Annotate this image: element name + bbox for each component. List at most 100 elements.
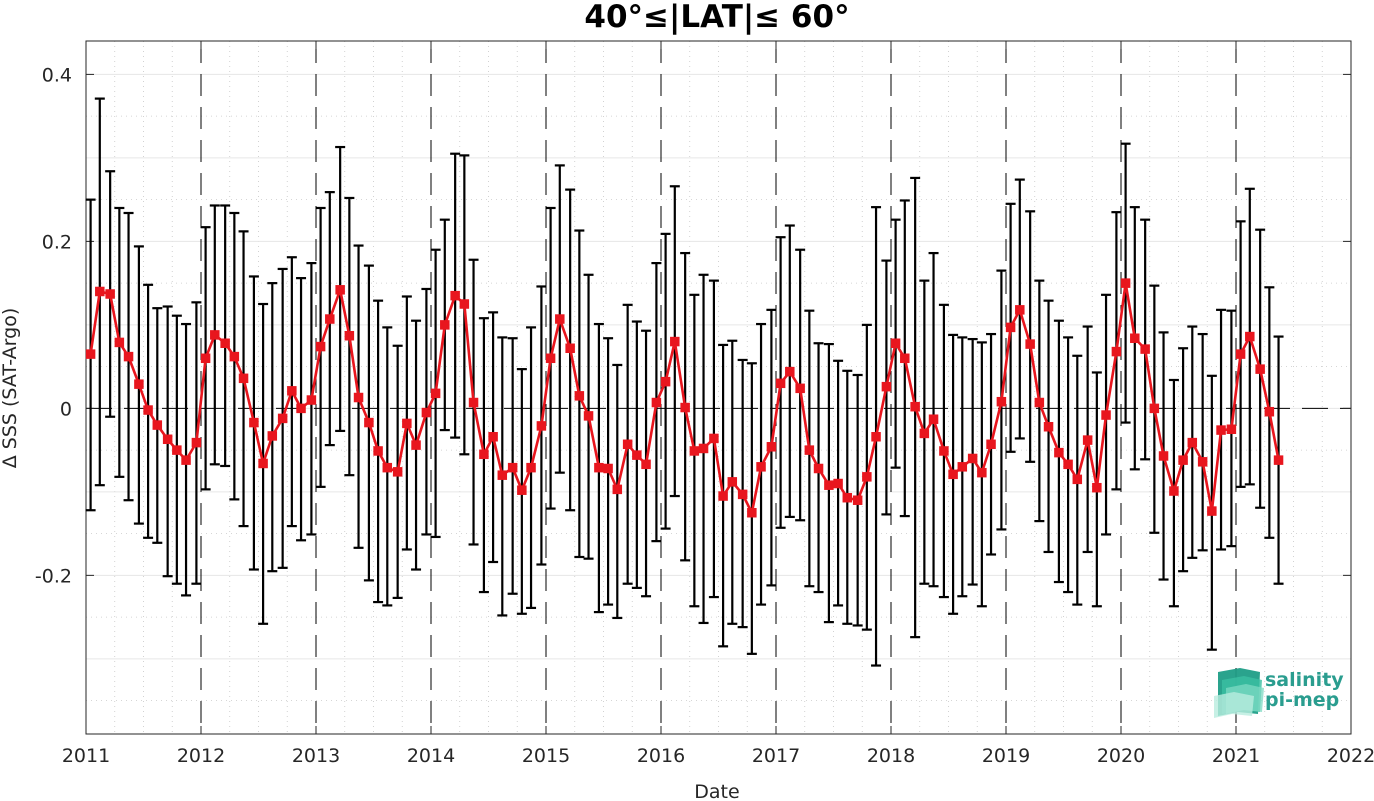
data-point-marker [727, 477, 738, 487]
data-point-marker [555, 314, 565, 324]
data-point-marker [277, 413, 288, 424]
data-point-marker [632, 450, 642, 460]
data-point-marker [775, 378, 786, 389]
data-point-marker [996, 396, 1007, 407]
x-tick-label: 2019 [982, 745, 1030, 767]
data-point-marker [123, 351, 134, 362]
data-point-marker [651, 397, 662, 408]
data-point-marker [152, 420, 163, 430]
data-point-marker [191, 437, 202, 448]
data-point-marker [1273, 455, 1284, 465]
data-point-marker [287, 386, 297, 396]
data-point-marker [200, 353, 211, 364]
data-point-marker [967, 453, 978, 464]
data-point-marker [612, 484, 623, 495]
data-point-marker [660, 376, 671, 387]
data-point-marker [1072, 474, 1083, 485]
data-point-marker [411, 440, 421, 450]
data-point-marker [890, 338, 901, 348]
y-tick-label: 0 [60, 398, 72, 420]
data-point-marker [622, 439, 633, 450]
data-point-marker [986, 439, 996, 450]
data-point-marker [1111, 346, 1122, 357]
data-point-marker [594, 462, 604, 473]
data-point-marker [1005, 322, 1016, 333]
data-point-marker [862, 472, 872, 482]
data-point-marker [440, 320, 450, 330]
data-point-marker [162, 434, 173, 445]
data-point-marker [545, 353, 556, 364]
data-point-marker [1043, 421, 1054, 432]
chart-title: 40°≤|LAT|≤ 60° [584, 0, 849, 35]
data-point-marker [238, 373, 249, 384]
data-point-marker [421, 407, 432, 418]
data-point-marker [852, 495, 863, 505]
data-point-marker [1187, 437, 1198, 448]
data-point-marker [258, 458, 268, 469]
data-point-marker [430, 388, 441, 399]
data-point-marker [497, 470, 508, 480]
data-point-marker [919, 428, 930, 439]
x-tick-label: 2012 [177, 745, 225, 767]
x-tick-label: 2011 [62, 745, 110, 767]
data-point-marker [382, 462, 393, 473]
x-tick-label: 2014 [407, 745, 455, 767]
data-point-marker [134, 379, 144, 389]
data-point-marker [1140, 344, 1150, 354]
data-point-marker [402, 418, 412, 429]
grid [86, 41, 1351, 734]
data-point-marker [948, 469, 958, 480]
data-point-marker [842, 492, 853, 503]
x-tick-label: 2016 [637, 745, 685, 767]
data-point-marker [1226, 424, 1237, 434]
data-point-marker [641, 459, 651, 470]
data-point-marker [479, 449, 489, 460]
data-point-marker [957, 462, 968, 472]
data-point-marker [335, 285, 345, 295]
data-point-marker [210, 330, 220, 340]
data-point-marker [709, 433, 719, 444]
data-point-marker [1216, 425, 1226, 435]
data-point-marker [824, 480, 834, 490]
data-point-marker [105, 289, 115, 299]
logo-waves-icon [1214, 668, 1264, 718]
data-point-marker [1197, 457, 1208, 467]
y-tick-label: 0.4 [42, 64, 72, 86]
data-point-marker [229, 351, 240, 362]
data-point-marker [1158, 451, 1169, 461]
data-point-marker [344, 330, 355, 341]
data-point-marker [833, 478, 843, 489]
data-point-marker [172, 445, 182, 455]
x-tick-label: 2022 [1327, 745, 1374, 767]
data-point-marker [1054, 447, 1064, 458]
salinity-pi-mep-logo: salinity pi-mep [1214, 668, 1344, 718]
data-point-marker [804, 445, 815, 455]
data-point-marker [1025, 339, 1035, 349]
data-point-marker [689, 446, 700, 456]
data-point-marker [1082, 435, 1093, 445]
data-point-marker [267, 431, 278, 441]
data-point-marker [928, 414, 939, 424]
data-point-marker [1255, 364, 1265, 374]
data-point-marker [1178, 455, 1188, 465]
data-point-marker [220, 338, 230, 348]
data-point-marker [1101, 410, 1111, 420]
data-point-marker [670, 336, 680, 347]
data-point-marker [1169, 486, 1179, 496]
data-point-marker [977, 467, 987, 478]
data-point-marker [680, 402, 690, 413]
data-point-marker [353, 392, 364, 403]
data-point-marker [507, 462, 518, 473]
data-point-marker [910, 401, 920, 412]
x-tick-label: 2020 [1097, 745, 1145, 767]
data-point-marker [536, 421, 547, 431]
data-point-marker [1120, 278, 1131, 288]
data-point-marker [306, 395, 317, 405]
data-point-marker [795, 383, 805, 394]
data-point-marker [364, 417, 374, 428]
data-point-marker [698, 443, 709, 454]
data-point-marker [583, 411, 594, 421]
data-point-marker [565, 343, 575, 354]
data-point-marker [1207, 506, 1217, 516]
